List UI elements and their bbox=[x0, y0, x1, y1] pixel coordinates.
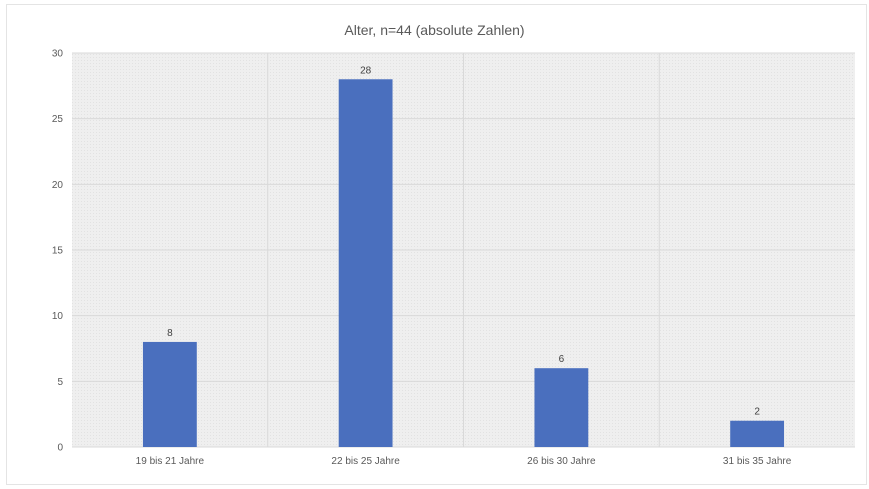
data-label: 6 bbox=[559, 354, 565, 365]
x-axis: 19 bis 21 Jahre 22 bis 25 Jahre 26 bis 30 … bbox=[136, 456, 792, 467]
y-tick-label: 5 bbox=[57, 377, 63, 388]
x-tick-label: 22 bis 25 Jahre bbox=[331, 456, 400, 467]
chart-title: Alter, n=44 (absolute Zahlen) bbox=[344, 22, 525, 38]
gridlines bbox=[72, 52, 855, 448]
bar bbox=[730, 420, 785, 447]
y-tick-label: 25 bbox=[52, 114, 64, 125]
y-tick-label: 10 bbox=[52, 311, 64, 322]
bar-series: 8 28 6 2 bbox=[142, 65, 785, 448]
y-tick-label: 15 bbox=[52, 246, 64, 257]
data-label: 2 bbox=[754, 407, 760, 418]
data-label: 8 bbox=[167, 328, 173, 339]
y-axis: 0 5 10 15 20 25 30 bbox=[52, 49, 64, 454]
x-tick-label: 31 bis 35 Jahre bbox=[723, 456, 792, 467]
bar bbox=[534, 368, 589, 447]
y-tick-label: 30 bbox=[52, 49, 64, 60]
data-label: 28 bbox=[360, 65, 372, 76]
x-tick-label: 26 bis 30 Jahre bbox=[527, 456, 596, 467]
bar bbox=[142, 341, 197, 447]
y-tick-label: 0 bbox=[57, 443, 63, 454]
bar bbox=[338, 79, 393, 448]
y-tick-label: 20 bbox=[52, 180, 64, 191]
x-tick-label: 19 bis 21 Jahre bbox=[136, 456, 205, 467]
